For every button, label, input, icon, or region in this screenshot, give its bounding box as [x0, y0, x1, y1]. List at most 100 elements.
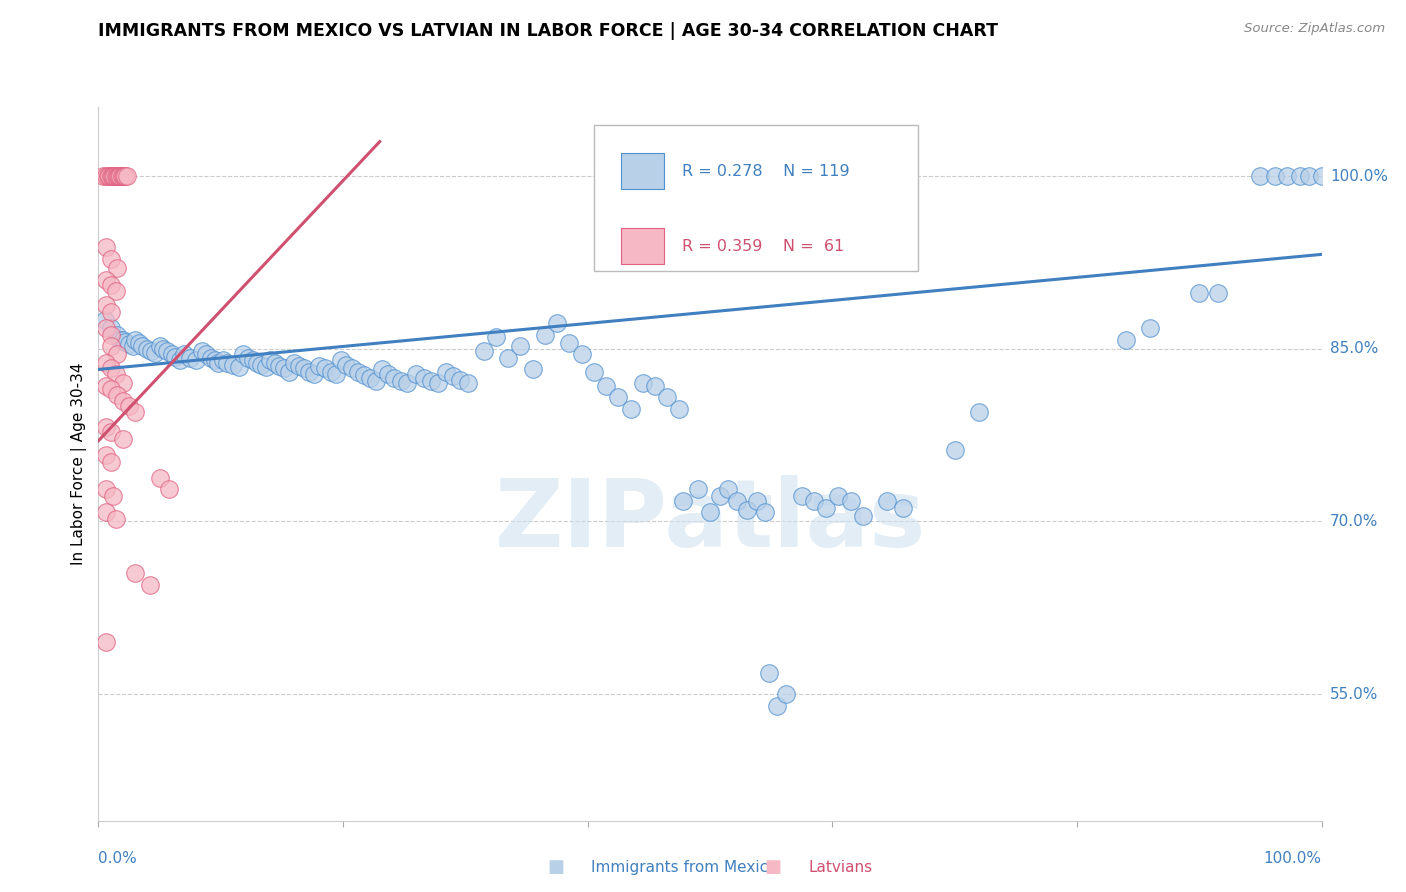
Point — [100, 382, 122, 396]
Point — [571, 347, 593, 361]
Point — [686, 482, 709, 496]
Point — [112, 169, 135, 183]
Point — [496, 351, 519, 365]
Point — [191, 344, 214, 359]
Point — [100, 278, 122, 293]
Point — [156, 344, 179, 359]
Point — [839, 493, 862, 508]
Point — [1277, 169, 1299, 183]
Point — [100, 169, 122, 183]
Point — [657, 390, 679, 404]
Point — [283, 355, 305, 369]
Point — [1298, 169, 1320, 183]
Point — [329, 353, 352, 368]
Point — [100, 305, 122, 319]
Point — [101, 169, 124, 183]
Point — [149, 339, 172, 353]
Point — [278, 365, 301, 379]
Point — [967, 405, 990, 419]
Point — [110, 333, 132, 347]
Point — [100, 339, 122, 353]
Text: R = 0.278    N = 119: R = 0.278 N = 119 — [682, 164, 849, 178]
Point — [100, 252, 122, 266]
Point — [298, 365, 321, 379]
Point — [595, 378, 617, 392]
Point — [121, 339, 143, 353]
Point — [644, 378, 666, 392]
Point — [758, 666, 780, 681]
Point — [111, 169, 134, 183]
Point — [94, 448, 117, 462]
Point — [254, 360, 277, 375]
Point — [105, 169, 128, 183]
Point — [319, 365, 342, 379]
Point — [852, 508, 875, 523]
Text: Immigrants from Mexico: Immigrants from Mexico — [591, 860, 778, 874]
Point — [434, 365, 457, 379]
Point — [94, 273, 117, 287]
Point — [631, 376, 654, 391]
Point — [91, 169, 114, 183]
Point — [128, 336, 150, 351]
Text: Source: ZipAtlas.com: Source: ZipAtlas.com — [1244, 22, 1385, 36]
Point — [395, 376, 418, 391]
Y-axis label: In Labor Force | Age 30-34: In Labor Force | Age 30-34 — [72, 362, 87, 566]
Text: 70.0%: 70.0% — [1330, 514, 1378, 529]
Point — [558, 336, 581, 351]
Point — [745, 493, 768, 508]
Point — [94, 321, 117, 335]
Point — [803, 493, 825, 508]
Point — [124, 405, 146, 419]
Point — [100, 321, 122, 335]
Point — [94, 635, 117, 649]
Point — [105, 347, 128, 361]
Point — [94, 355, 117, 369]
Point — [152, 342, 174, 356]
Point — [725, 493, 748, 508]
Point — [335, 358, 357, 372]
Point — [111, 393, 134, 408]
Point — [359, 370, 381, 384]
Point — [1188, 286, 1211, 301]
Point — [93, 313, 115, 327]
Point — [775, 687, 797, 701]
Point — [104, 512, 127, 526]
Point — [790, 489, 813, 503]
Point — [246, 355, 269, 369]
Point — [420, 374, 443, 388]
Point — [717, 482, 740, 496]
Point — [107, 169, 129, 183]
Point — [668, 401, 690, 416]
Point — [157, 482, 180, 496]
Point — [97, 169, 120, 183]
Point — [94, 378, 117, 392]
Point — [943, 443, 966, 458]
Point — [94, 505, 117, 519]
Point — [104, 284, 127, 298]
Point — [1115, 333, 1137, 347]
Point — [735, 503, 758, 517]
Point — [672, 493, 695, 508]
Point — [173, 347, 195, 361]
Text: IMMIGRANTS FROM MEXICO VS LATVIAN IN LABOR FORCE | AGE 30-34 CORRELATION CHART: IMMIGRANTS FROM MEXICO VS LATVIAN IN LAB… — [98, 22, 998, 40]
Point — [149, 470, 172, 484]
Point — [582, 365, 605, 379]
Point — [186, 353, 208, 368]
Point — [314, 361, 336, 376]
Point — [165, 350, 187, 364]
Point — [1264, 169, 1286, 183]
Point — [94, 420, 117, 434]
Point — [118, 337, 141, 351]
Point — [110, 169, 132, 183]
Point — [384, 370, 406, 384]
Point — [100, 454, 122, 468]
Point — [325, 367, 347, 381]
Point — [340, 361, 363, 376]
Point — [179, 351, 201, 365]
Point — [115, 169, 138, 183]
Point — [472, 344, 495, 359]
Point — [111, 333, 134, 347]
Point — [100, 361, 122, 376]
Point — [105, 261, 128, 276]
Point — [222, 358, 245, 372]
